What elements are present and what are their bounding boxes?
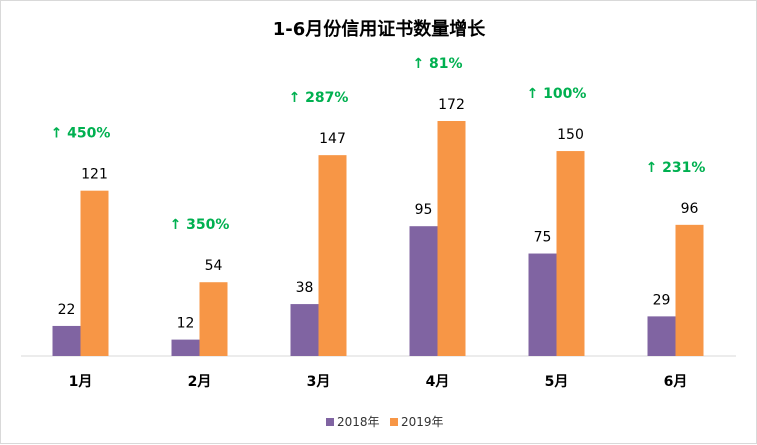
bar-2019-4 — [437, 121, 466, 356]
value-label-2018-5: 75 — [534, 230, 552, 246]
growth-label-5: ↑ 100% — [527, 86, 587, 102]
legend-label-2019: 2019年 — [401, 415, 444, 429]
category-label-3: 3月 — [307, 374, 331, 390]
value-label-2018-3: 38 — [296, 280, 314, 296]
value-label-2018-1: 22 — [58, 302, 76, 318]
bar-2018-3 — [290, 304, 319, 356]
growth-label-6: ↑ 231% — [646, 160, 706, 176]
bar-2018-5 — [528, 253, 557, 356]
bar-2019-6 — [675, 224, 704, 356]
legend-swatch-2018 — [326, 418, 334, 426]
value-label-2019-2: 54 — [205, 258, 223, 274]
category-label-1: 1月 — [69, 374, 93, 390]
legend-label-2018: 2018年 — [337, 415, 380, 429]
legend-swatch-2019 — [390, 418, 398, 426]
value-label-2019-6: 96 — [681, 201, 699, 217]
value-label-2018-6: 29 — [653, 292, 671, 308]
category-label-6: 6月 — [664, 374, 688, 390]
bar-2018-6 — [647, 316, 676, 356]
bar-2019-5 — [556, 151, 585, 356]
value-label-2019-5: 150 — [557, 127, 584, 143]
chart-title: 1-6月份信用证书数量增长 — [273, 18, 487, 40]
bar-2018-2 — [171, 339, 200, 356]
category-label-2: 2月 — [188, 374, 212, 390]
growth-label-1: ↑ 450% — [51, 126, 111, 142]
bar-2018-4 — [409, 226, 438, 356]
category-label-5: 5月 — [545, 374, 569, 390]
growth-label-4: ↑ 81% — [412, 56, 462, 72]
bar-2019-1 — [80, 190, 109, 356]
value-label-2019-4: 172 — [438, 97, 465, 113]
growth-label-2: ↑ 350% — [170, 217, 230, 233]
plot-area: 22 121 ↑ 450% 1月 12 54 ↑ 350% 2月 38 147 ↑ 287% 3月 95… — [51, 56, 706, 390]
value-label-2018-4: 95 — [415, 202, 433, 218]
bar-2018-1 — [52, 325, 81, 356]
legend: 2018年 2019年 — [326, 415, 444, 429]
bar-2019-2 — [199, 282, 228, 356]
value-label-2019-3: 147 — [319, 131, 346, 147]
value-label-2018-2: 12 — [177, 316, 195, 332]
bar-2019-3 — [318, 155, 347, 356]
growth-label-3: ↑ 287% — [289, 90, 349, 106]
value-label-2019-1: 121 — [81, 167, 108, 183]
category-label-4: 4月 — [426, 374, 450, 390]
